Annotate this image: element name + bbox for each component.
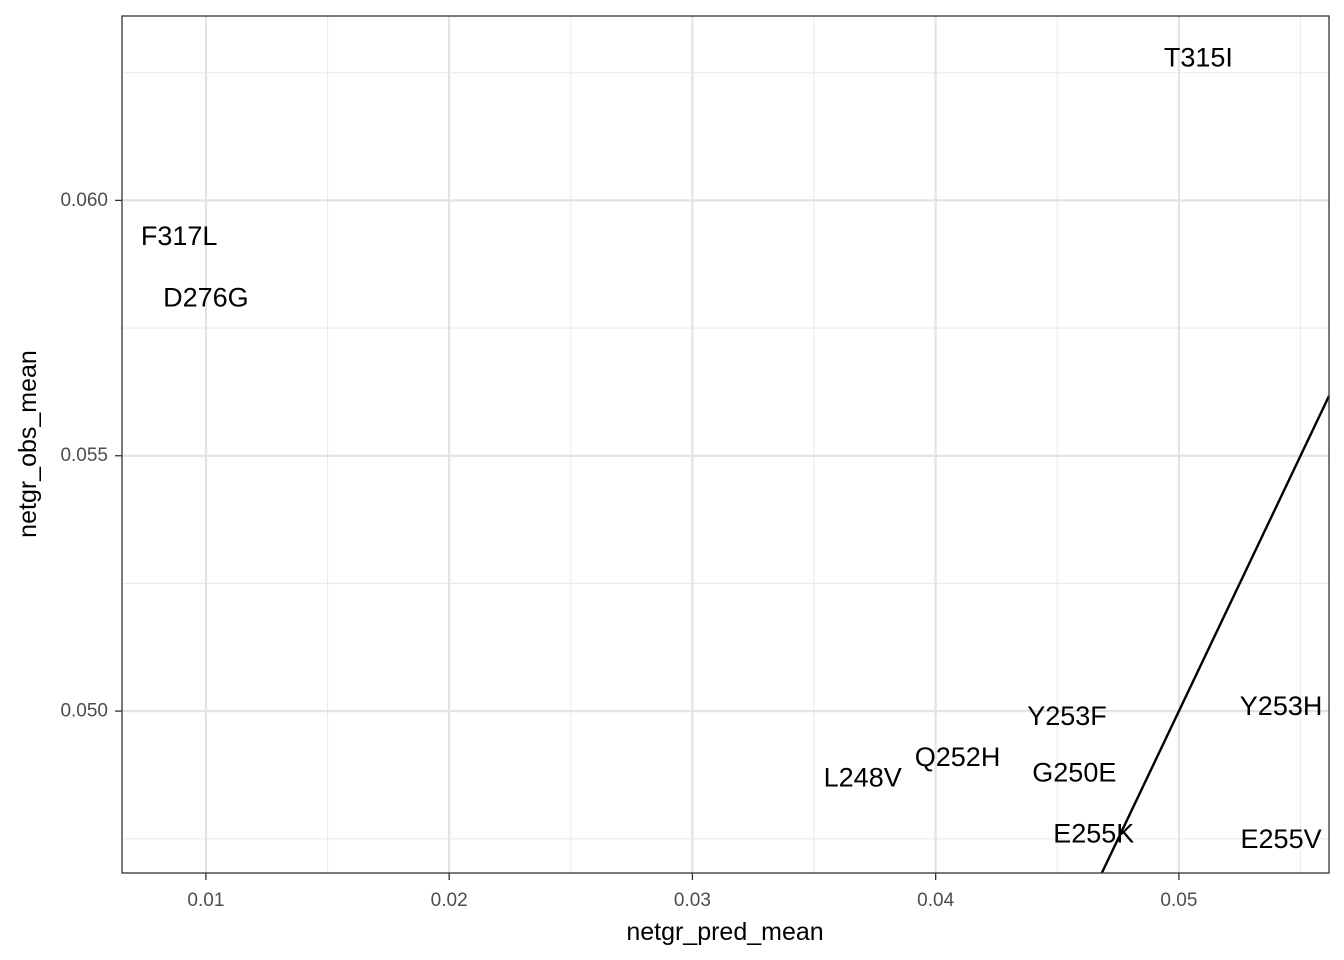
y-axis: 0.050 0.055 0.060 xyxy=(60,190,122,722)
point-label-l248v: L248V xyxy=(824,762,902,792)
x-tick-label: 0.02 xyxy=(431,890,468,911)
point-label-d276g: D276G xyxy=(163,282,249,312)
grid-minor xyxy=(122,16,1329,873)
x-tick-label: 0.05 xyxy=(1160,890,1197,911)
x-axis: 0.01 0.02 0.03 0.04 0.05 xyxy=(187,873,1197,911)
identity-reference-line xyxy=(1100,395,1331,874)
point-label-y253f: Y253F xyxy=(1027,701,1107,731)
grid-major xyxy=(122,16,1329,873)
point-label-e255v: E255V xyxy=(1241,824,1322,854)
y-axis-title: netgr_obs_mean xyxy=(14,350,42,538)
reference-line-layer xyxy=(1100,395,1331,874)
plot-panel-background xyxy=(122,16,1329,873)
plot-panel-border xyxy=(121,15,1330,874)
point-label-y253h: Y253H xyxy=(1240,691,1323,721)
x-tick-label: 0.03 xyxy=(674,890,711,911)
x-axis-title: netgr_pred_mean xyxy=(626,918,823,946)
point-label-f317l: F317L xyxy=(141,221,218,251)
x-tick-label: 0.04 xyxy=(917,890,954,911)
point-label-g250e: G250E xyxy=(1032,757,1116,787)
y-tick-label: 0.050 xyxy=(60,701,108,722)
point-label-q252h: Q252H xyxy=(915,742,1001,772)
point-label-e255k: E255K xyxy=(1053,819,1134,849)
x-tick-label: 0.01 xyxy=(187,890,224,911)
y-tick-label: 0.060 xyxy=(60,190,108,211)
y-tick-label: 0.055 xyxy=(60,445,108,466)
point-label-t315i: T315I xyxy=(1164,42,1233,72)
point-labels: T315I F317L D276G Y253H Y253F Q252H L248V G250E… xyxy=(141,42,1322,853)
